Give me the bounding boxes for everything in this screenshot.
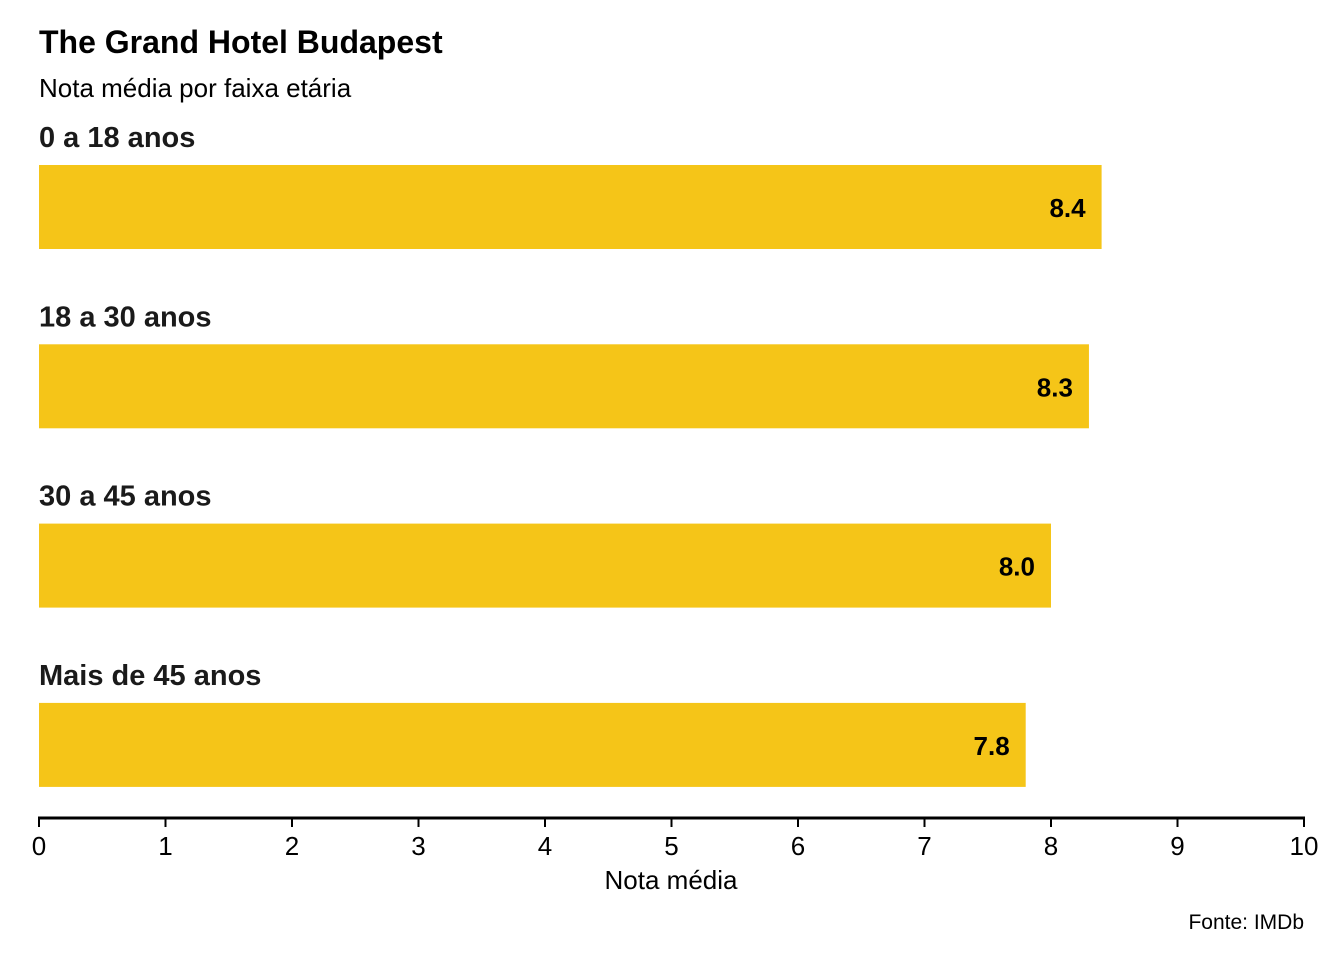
x-tick-label: 3: [411, 831, 425, 861]
bar-value-label: 8.3: [1037, 372, 1073, 402]
bar-value-label: 7.8: [974, 731, 1010, 761]
category-label: 0 a 18 anos: [39, 122, 195, 154]
bar-value-label: 8.0: [999, 552, 1035, 582]
bar: [39, 523, 1051, 608]
bar: [39, 344, 1089, 429]
bar: [39, 702, 1026, 787]
x-tick-label: 7: [917, 831, 931, 861]
x-axis: 0 1 2 3 4 5 6 7 8 9 10: [32, 816, 1319, 861]
x-tick-label: 6: [791, 831, 805, 861]
bars-layer: 0 a 18 anos 8.4 18 a 30 anos 8.3 30 a 45 ano…: [39, 122, 1102, 787]
chart-subtitle: Nota média por faixa etária: [39, 73, 352, 103]
x-tick-label: 4: [538, 831, 552, 861]
x-tick-label: 0: [32, 831, 46, 861]
source-note: Fonte: IMDb: [1188, 911, 1304, 934]
x-tick-label: 10: [1290, 831, 1319, 861]
x-axis-title: Nota média: [605, 865, 738, 895]
x-tick-label: 5: [664, 831, 678, 861]
chart-title: The Grand Hotel Budapest: [39, 24, 443, 60]
bar: [39, 165, 1102, 249]
category-label: 30 a 45 anos: [39, 481, 212, 513]
x-tick-label: 1: [158, 831, 172, 861]
x-tick-label: 2: [285, 831, 299, 861]
category-label: Mais de 45 anos: [39, 660, 261, 692]
x-tick-label: 8: [1044, 831, 1058, 861]
category-label: 18 a 30 anos: [39, 301, 212, 333]
x-tick-label: 9: [1170, 831, 1184, 861]
bar-value-label: 8.4: [1049, 193, 1086, 223]
